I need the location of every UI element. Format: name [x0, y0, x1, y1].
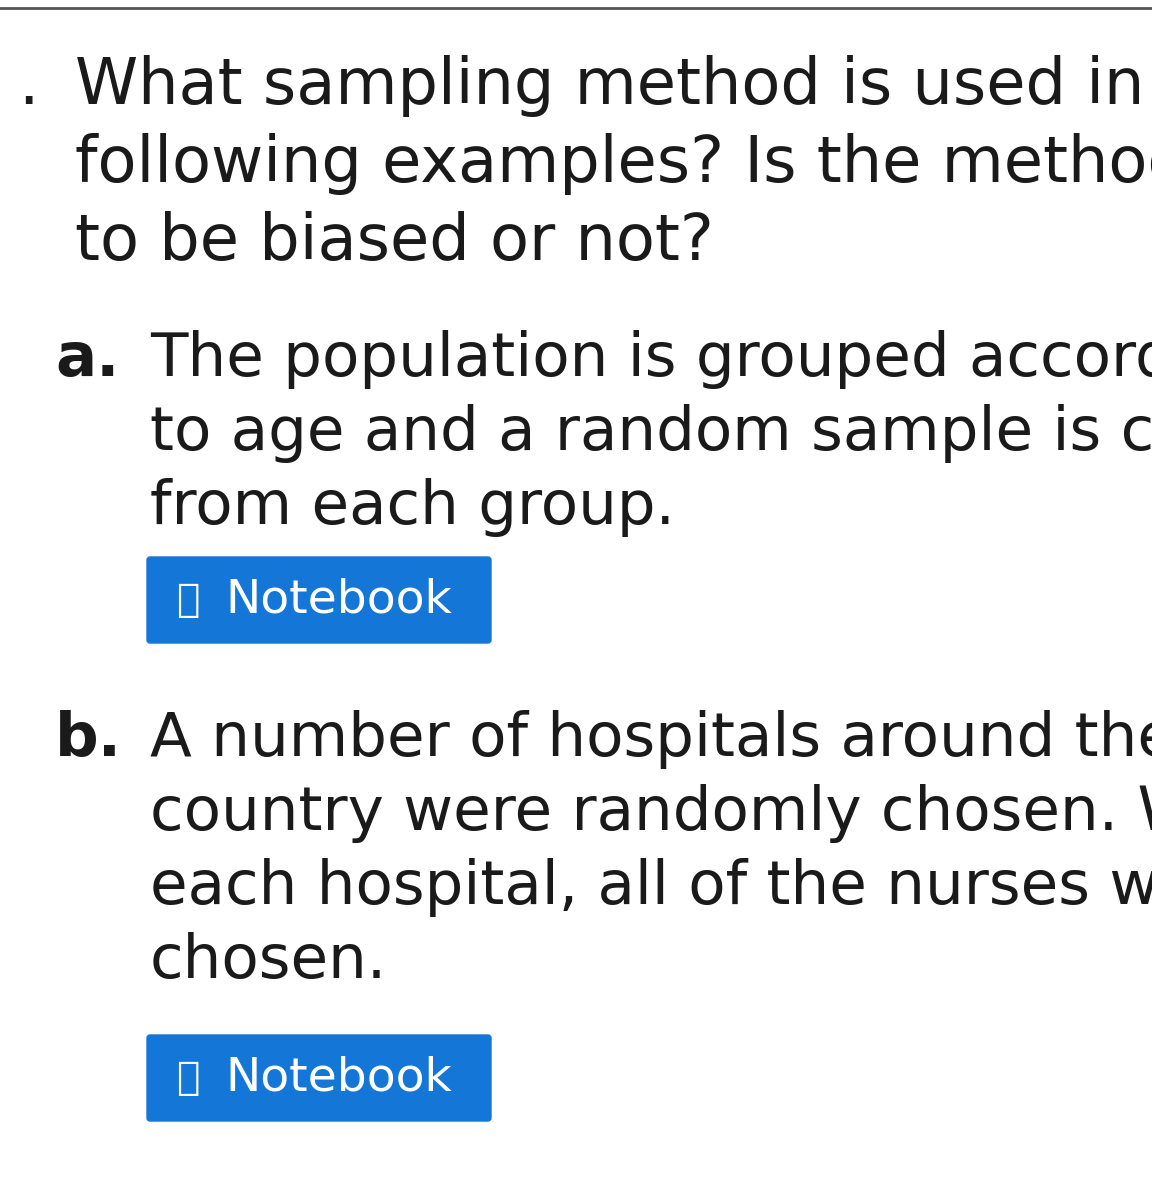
Text: .: .: [18, 55, 38, 117]
Text: from each group.: from each group.: [150, 478, 675, 537]
Text: Notebook: Notebook: [226, 578, 453, 623]
FancyBboxPatch shape: [147, 556, 491, 643]
Text: 📓: 📓: [176, 1059, 199, 1097]
Text: to be biased or not?: to be biased or not?: [75, 210, 714, 273]
Text: A number of hospitals around the: A number of hospitals around the: [150, 710, 1152, 769]
Text: Notebook: Notebook: [226, 1056, 453, 1101]
Text: The population is grouped according: The population is grouped according: [150, 331, 1152, 389]
Text: country were randomly chosen. Within: country were randomly chosen. Within: [150, 784, 1152, 843]
Text: to age and a random sample is chosen: to age and a random sample is chosen: [150, 404, 1152, 463]
Text: chosen.: chosen.: [150, 932, 387, 990]
Text: a.: a.: [55, 331, 120, 389]
Text: following examples? Is the method likely: following examples? Is the method likely: [75, 133, 1152, 195]
Text: 📓: 📓: [176, 581, 199, 619]
Text: What sampling method is used in the: What sampling method is used in the: [75, 55, 1152, 117]
Text: each hospital, all of the nurses were: each hospital, all of the nurses were: [150, 858, 1152, 917]
FancyBboxPatch shape: [147, 1034, 491, 1121]
Text: b.: b.: [55, 710, 122, 769]
